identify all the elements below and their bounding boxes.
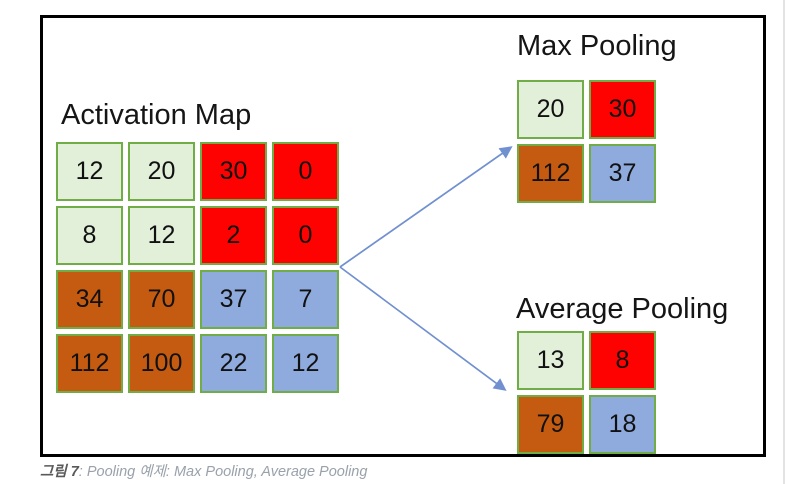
activation-cell: 70 <box>128 270 195 329</box>
activation-cell: 0 <box>272 142 339 201</box>
average-pooling-cell: 13 <box>517 331 584 390</box>
activation-cell: 20 <box>128 142 195 201</box>
figure-caption-text: : Pooling 예제: Max Pooling, Average Pooli… <box>78 464 368 480</box>
figure-caption: 그림 7: Pooling 예제: Max Pooling, Average P… <box>40 460 367 481</box>
max-pooling-cell: 30 <box>589 80 656 139</box>
activation-cell: 100 <box>128 334 195 393</box>
average-pooling-grid: 13 8 79 18 <box>517 331 656 454</box>
activation-cell: 12 <box>272 334 339 393</box>
average-pooling-cell: 79 <box>517 395 584 454</box>
average-pooling-cell: 8 <box>589 331 656 390</box>
activation-cell: 0 <box>272 206 339 265</box>
max-pooling-cell: 37 <box>589 144 656 203</box>
max-pooling-cell: 112 <box>517 144 584 203</box>
activation-cell: 112 <box>56 334 123 393</box>
activation-cell: 12 <box>56 142 123 201</box>
average-pooling-title: Average Pooling <box>516 293 729 325</box>
activation-cell: 22 <box>200 334 267 393</box>
activation-cell: 8 <box>56 206 123 265</box>
max-pooling-cell: 20 <box>517 80 584 139</box>
activation-map-title: Activation Map <box>61 99 252 131</box>
activation-cell: 12 <box>128 206 195 265</box>
activation-cell: 34 <box>56 270 123 329</box>
activation-cell: 2 <box>200 206 267 265</box>
average-pooling-cell: 18 <box>589 395 656 454</box>
activation-map-grid: 12 20 30 0 8 12 2 0 34 70 37 7 112 100 2… <box>56 142 339 393</box>
page-edge-line <box>783 0 785 484</box>
activation-cell: 37 <box>200 270 267 329</box>
max-pooling-title: Max Pooling <box>517 30 677 62</box>
figure-caption-label: 그림 7 <box>40 464 79 480</box>
activation-cell: 7 <box>272 270 339 329</box>
max-pooling-grid: 20 30 112 37 <box>517 80 656 203</box>
activation-cell: 30 <box>200 142 267 201</box>
